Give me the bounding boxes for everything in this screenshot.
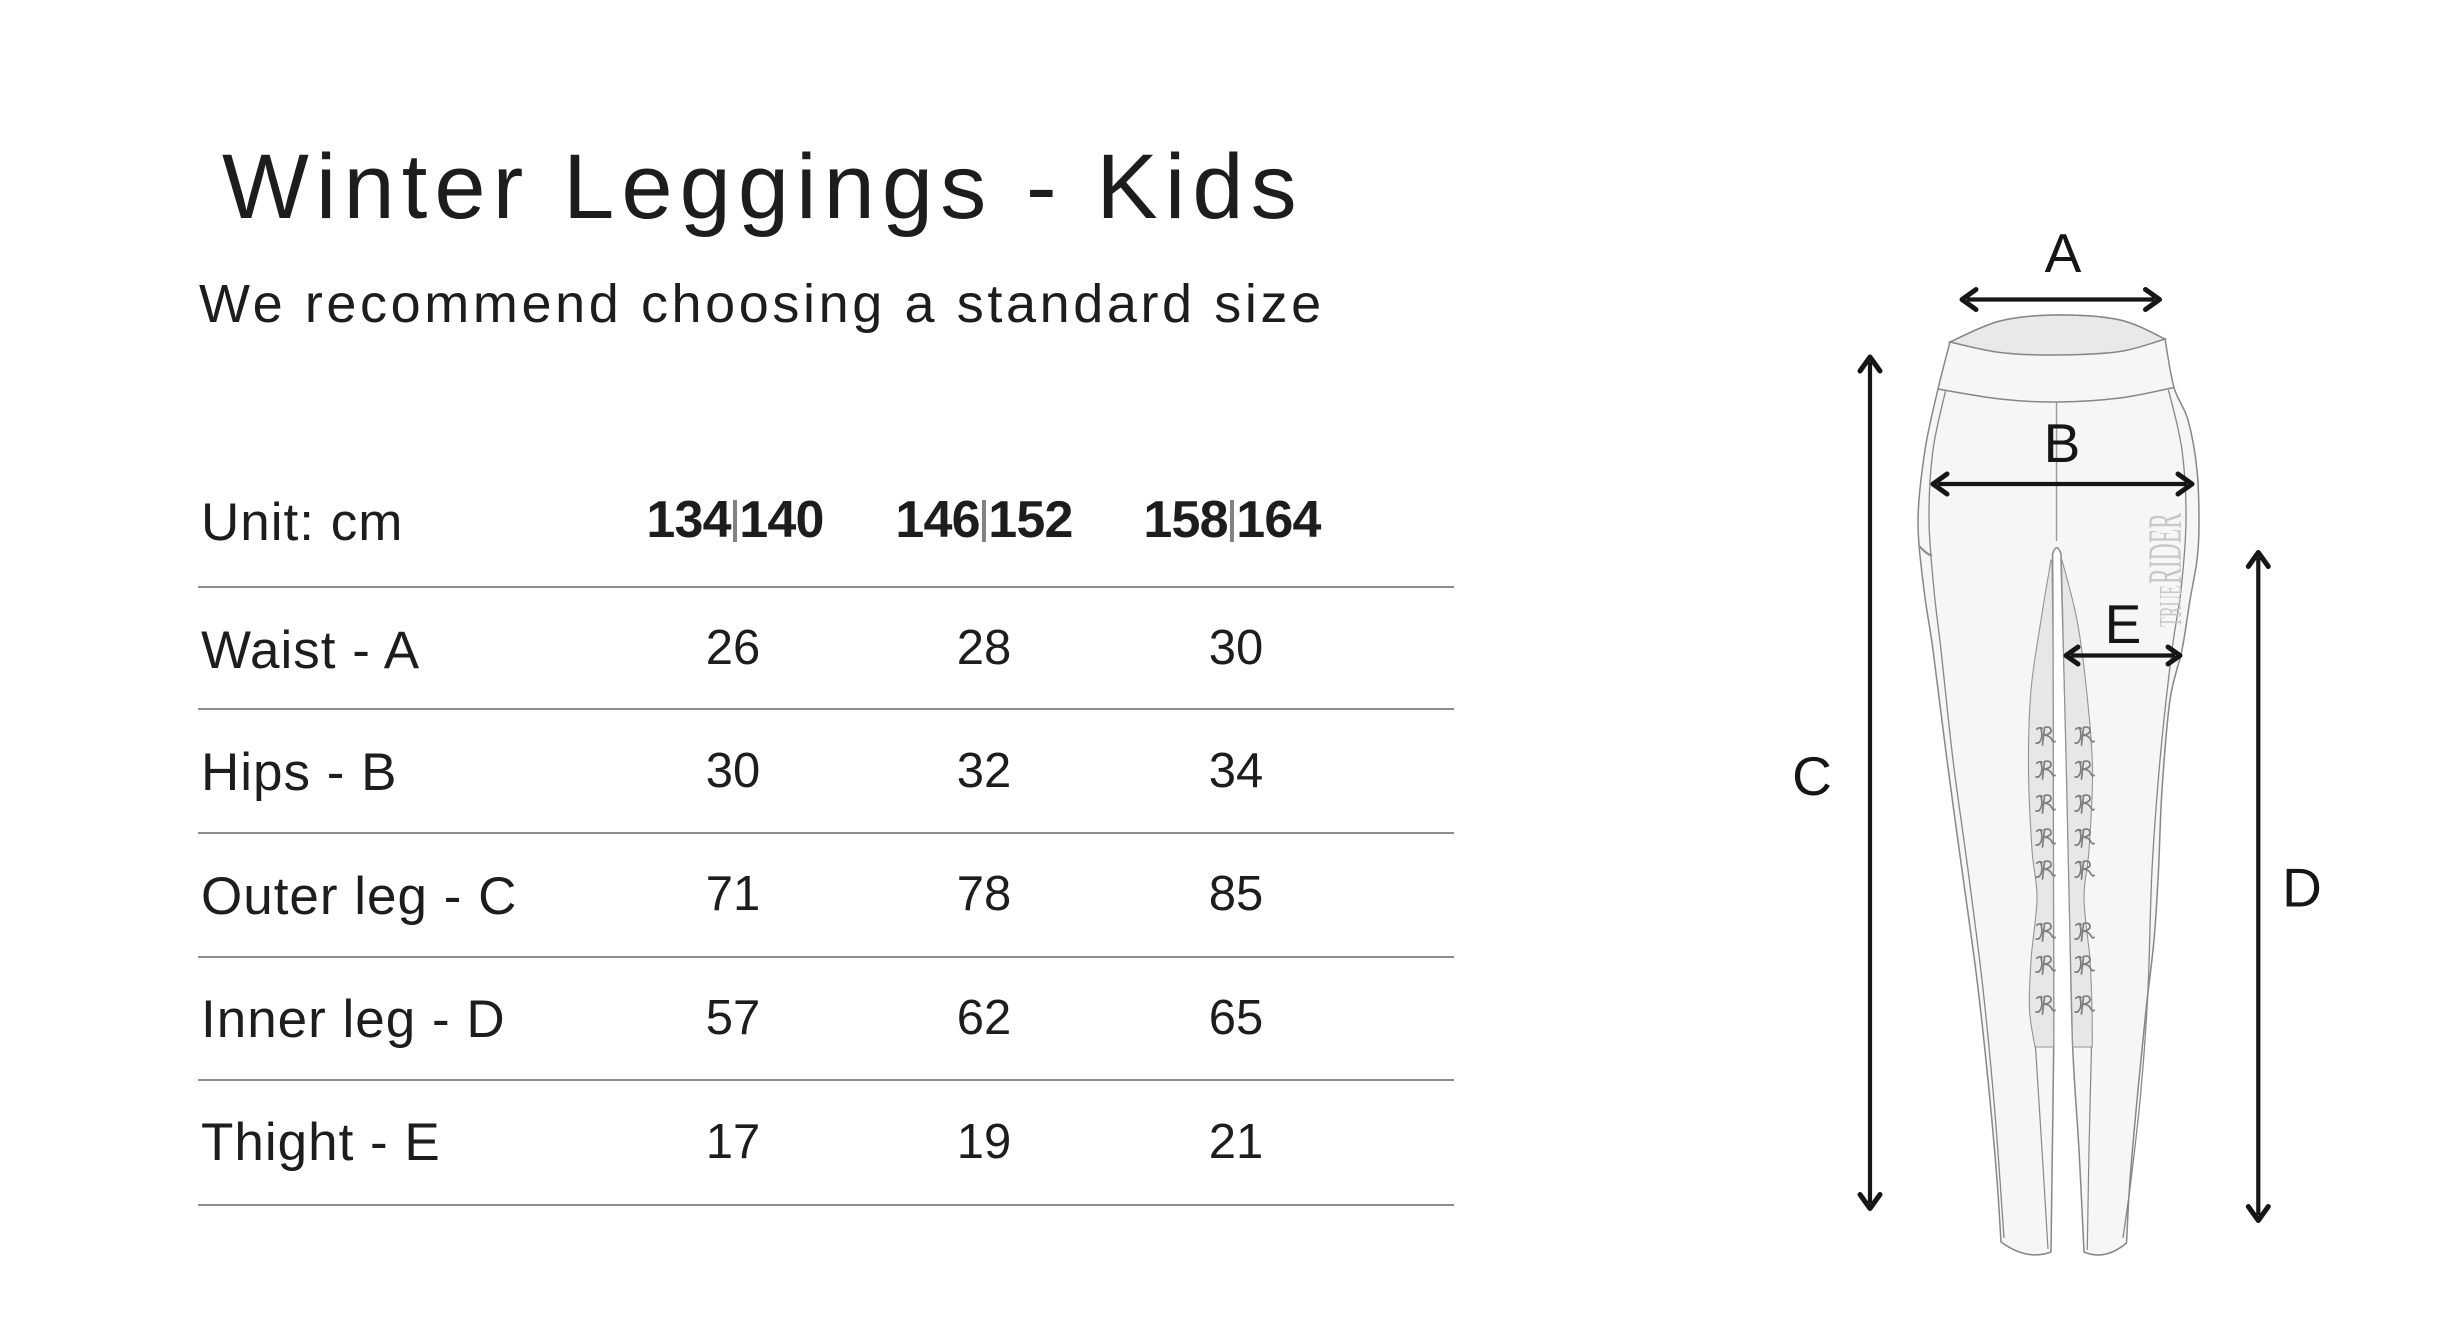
svg-text:D: D [2282,857,2322,919]
svg-text:TRUERIDER: TRUERIDER [2139,513,2192,627]
svg-text:B: B [2044,412,2081,474]
svg-text:A: A [2045,222,2082,284]
svg-text:C: C [1792,745,1832,807]
svg-text:E: E [2105,593,2142,655]
